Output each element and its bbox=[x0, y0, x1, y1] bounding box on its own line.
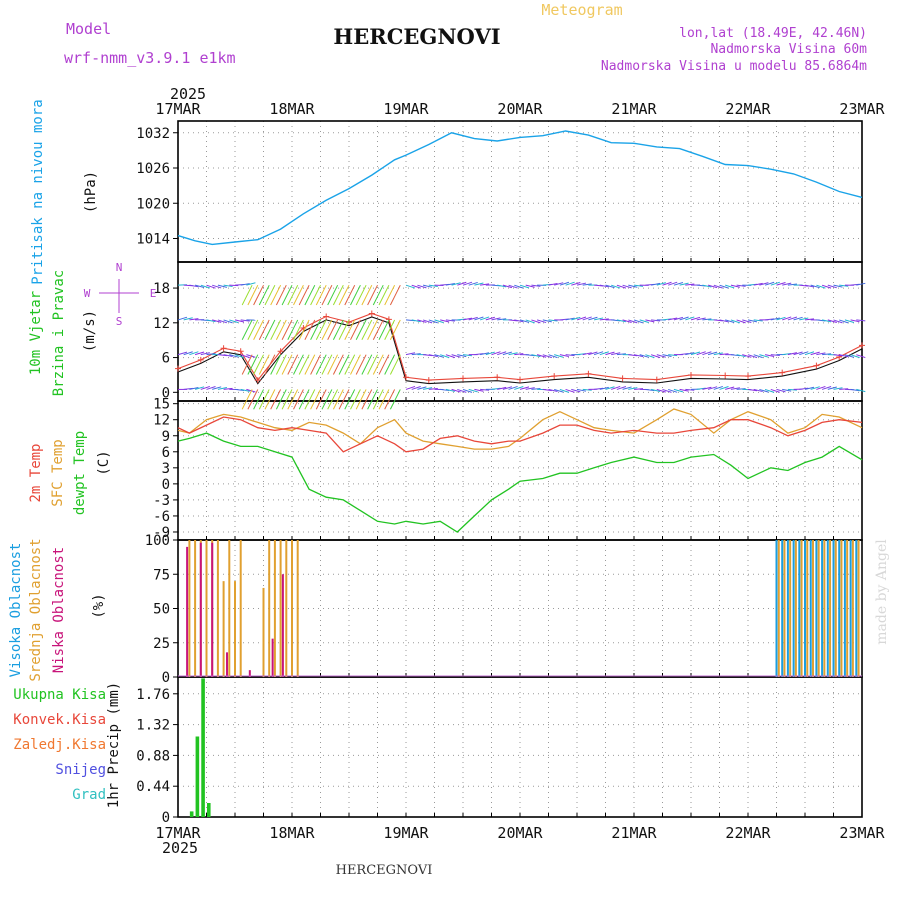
model-label: Model bbox=[66, 20, 111, 38]
time-tick-label-bottom: 20MAR bbox=[497, 824, 543, 842]
time-tick-label-top: 17MAR bbox=[155, 100, 201, 118]
precip-legend-item: Konvek.Kisa bbox=[13, 712, 106, 728]
wind-ylabel-sub: Brzina i Pravac bbox=[51, 270, 67, 396]
dewpt-ylabel: dewpt Temp bbox=[72, 431, 88, 515]
y-tick-label: 0 bbox=[162, 477, 170, 493]
y-tick-label: 0.88 bbox=[136, 748, 170, 764]
y-tick-label: 0 bbox=[162, 810, 170, 826]
time-tick-label-bottom: 17MAR bbox=[155, 824, 201, 842]
y-tick-label: 1020 bbox=[136, 196, 170, 212]
y-tick-label: 1.76 bbox=[136, 687, 170, 703]
chart-subtitle: Meteogram bbox=[541, 1, 622, 19]
y-tick-label: 1014 bbox=[136, 232, 170, 248]
pressure-unit: (hPa) bbox=[83, 171, 99, 213]
model-elevation: Nadmorska Visina u modelu 85.6864m bbox=[601, 59, 867, 74]
precip-legend-item: Ukupna Kisa bbox=[13, 687, 106, 703]
time-tick-label-top: 20MAR bbox=[497, 100, 543, 118]
y-tick-label: 9 bbox=[162, 429, 170, 445]
cloud-unit: (%) bbox=[91, 593, 107, 618]
y-tick-label: -6 bbox=[153, 509, 170, 525]
y-tick-label: 0.44 bbox=[136, 779, 170, 795]
time-tick-label-bottom: 22MAR bbox=[725, 824, 771, 842]
coords: lon,lat (18.49E, 42.46N) bbox=[679, 26, 867, 41]
y-tick-label: 6 bbox=[162, 351, 170, 367]
time-tick-label-bottom: 18MAR bbox=[269, 824, 315, 842]
temp-unit: (C) bbox=[96, 450, 112, 475]
y-tick-label: 12 bbox=[153, 413, 170, 429]
compass-s: S bbox=[116, 315, 123, 328]
y-tick-label: 15 bbox=[153, 397, 170, 413]
wind-ylabel: 10m Vjetar bbox=[28, 291, 44, 375]
time-tick-label-top: 18MAR bbox=[269, 100, 315, 118]
y-tick-label: 1032 bbox=[136, 126, 170, 142]
y-tick-label: 6 bbox=[162, 445, 170, 461]
elevation: Nadmorska Visina 60m bbox=[710, 42, 867, 57]
time-tick-label-bottom: 23MAR bbox=[839, 824, 885, 842]
temp-ylabel: 2m Temp bbox=[28, 443, 44, 502]
precip-legend-item: Snijeg bbox=[55, 762, 106, 778]
time-tick-label-top: 22MAR bbox=[725, 100, 771, 118]
compass-e: E bbox=[150, 287, 157, 300]
low-cloud-ylabel: Niska Oblacnost bbox=[51, 547, 67, 673]
mid-cloud-ylabel: Srednja Oblacnost bbox=[28, 538, 44, 681]
time-tick-label-top: 21MAR bbox=[611, 100, 657, 118]
y-tick-label: 100 bbox=[145, 533, 170, 549]
time-tick-label-top: 19MAR bbox=[383, 100, 429, 118]
high-cloud-ylabel: Visoka Oblacnost bbox=[8, 543, 24, 678]
y-tick-label: 75 bbox=[153, 567, 170, 583]
compass-n: N bbox=[116, 261, 123, 274]
pressure-ylabel: Pritisak na nivou mora bbox=[30, 99, 46, 284]
sfc-temp-ylabel: SFC Temp bbox=[50, 439, 66, 506]
wind-unit: (m/s) bbox=[82, 310, 98, 352]
precip-ylabel: 1hr Precip (mm) bbox=[106, 682, 122, 808]
precip-legend-item: Zaledj.Kisa bbox=[13, 737, 106, 753]
time-tick-label-bottom: 19MAR bbox=[383, 824, 429, 842]
model-name: wrf-nmm_v3.9.1 e1km bbox=[64, 49, 236, 67]
chart-title: HERCEGNOVI bbox=[333, 24, 500, 49]
precip-legend-item: Grad bbox=[72, 787, 106, 803]
precip-bar bbox=[190, 811, 194, 817]
footer-title: HERCEGNOVI bbox=[336, 863, 433, 878]
y-tick-label: 3 bbox=[162, 461, 170, 477]
y-tick-label: 25 bbox=[153, 636, 170, 652]
precip-bar bbox=[196, 737, 200, 818]
y-tick-label: 1026 bbox=[136, 161, 170, 177]
y-tick-label: 12 bbox=[153, 316, 170, 332]
y-tick-label: 0 bbox=[162, 670, 170, 686]
compass-w: W bbox=[84, 287, 91, 300]
credit: made by Angel bbox=[874, 539, 890, 645]
y-tick-label: -3 bbox=[153, 493, 170, 509]
y-tick-label: 50 bbox=[153, 602, 170, 618]
time-tick-label-bottom: 21MAR bbox=[611, 824, 657, 842]
precip-bar bbox=[201, 678, 205, 817]
y-tick-label: 1.32 bbox=[136, 718, 170, 734]
time-tick-label-top: 23MAR bbox=[839, 100, 885, 118]
precip-bar bbox=[207, 803, 211, 817]
